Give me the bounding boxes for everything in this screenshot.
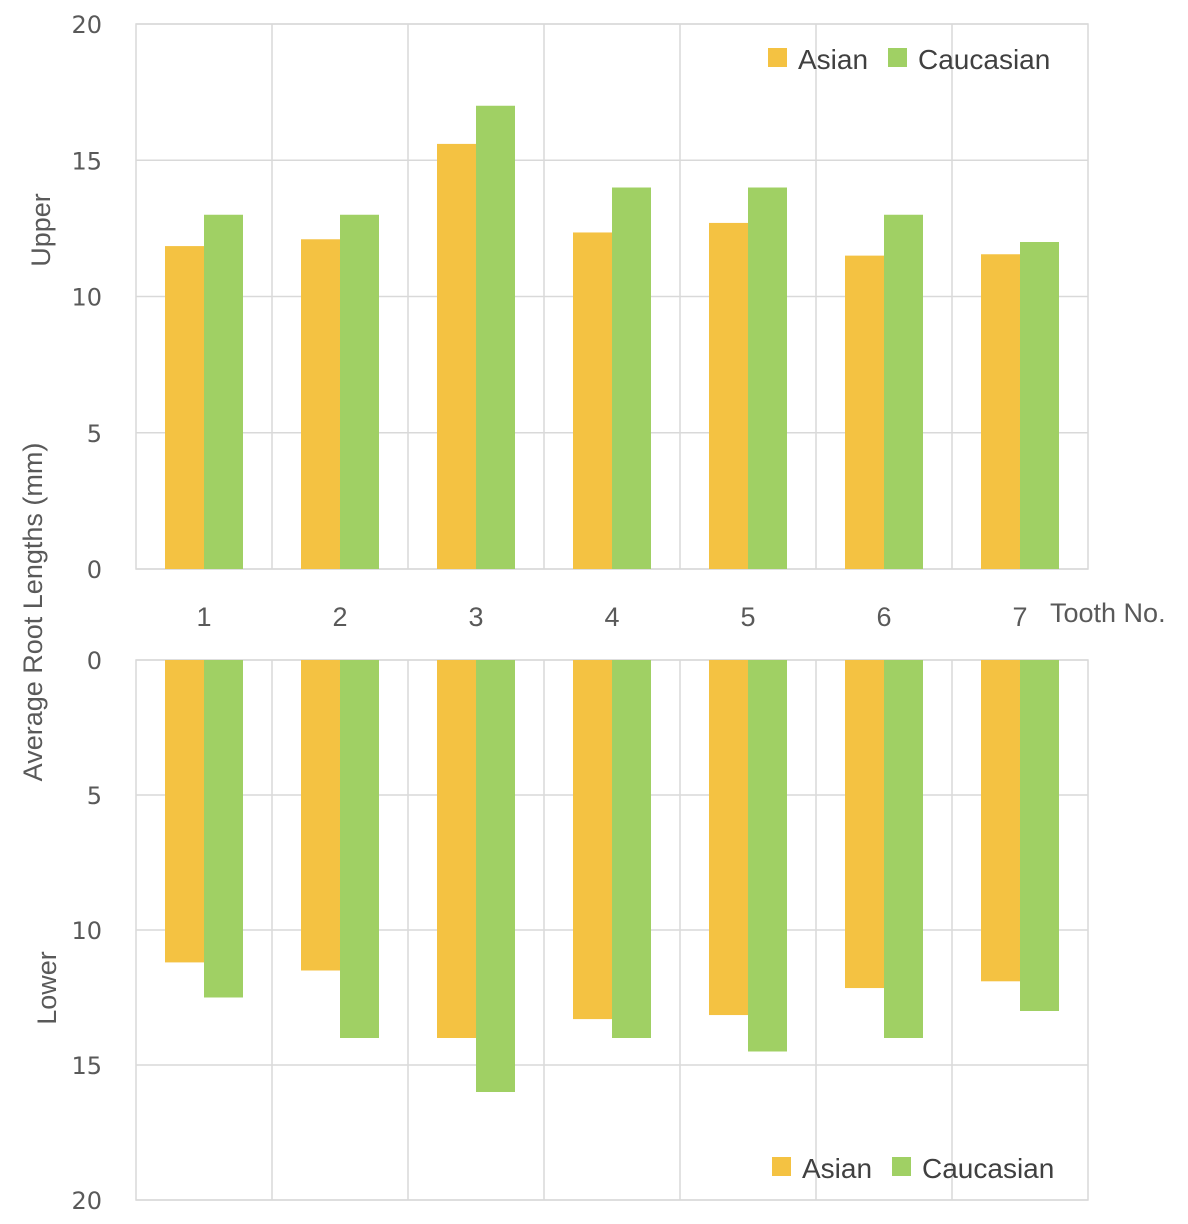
x-tick-label: 4 bbox=[604, 602, 619, 632]
x-tick-label: 5 bbox=[740, 602, 755, 632]
bar-lower-asian-1 bbox=[165, 660, 204, 963]
bar-upper-caucasian-7 bbox=[1020, 242, 1059, 569]
bar-lower-asian-7 bbox=[981, 660, 1020, 982]
lower-panel-label: Lower bbox=[32, 951, 62, 1025]
bar-upper-caucasian-4 bbox=[612, 187, 651, 569]
bar-upper-asian-5 bbox=[709, 222, 748, 570]
y-axis-title: Average Root Lengths (mm) bbox=[18, 443, 48, 782]
y-tick-label: 20 bbox=[71, 1187, 102, 1215]
bar-lower-caucasian-7 bbox=[1020, 660, 1059, 1011]
legend-swatch-asian bbox=[772, 1157, 791, 1176]
bar-lower-asian-5 bbox=[709, 660, 748, 1016]
y-tick-label: 0 bbox=[87, 647, 102, 675]
bar-lower-caucasian-6 bbox=[884, 660, 923, 1038]
legend-swatch-asian bbox=[768, 48, 787, 67]
lower-legend: Asian Caucasian bbox=[772, 1153, 1054, 1184]
bar-upper-caucasian-1 bbox=[204, 214, 243, 569]
x-tick-labels: 1 2 3 4 5 6 7 bbox=[196, 602, 1027, 632]
bar-upper-caucasian-2 bbox=[340, 214, 379, 569]
y-tick-label: 20 bbox=[71, 11, 102, 39]
bar-lower-caucasian-4 bbox=[612, 660, 651, 1038]
legend-label-caucasian: Caucasian bbox=[918, 44, 1050, 75]
x-tick-label: 1 bbox=[196, 602, 211, 632]
y-tick-label: 10 bbox=[71, 917, 102, 945]
bar-upper-asian-3 bbox=[437, 143, 476, 569]
bar-lower-asian-3 bbox=[437, 660, 476, 1038]
y-tick-label: 5 bbox=[87, 782, 102, 810]
legend-label-asian: Asian bbox=[802, 1153, 872, 1184]
y-tick-label: 15 bbox=[71, 1052, 102, 1080]
bar-upper-asian-2 bbox=[301, 239, 340, 569]
y-tick-label: 0 bbox=[87, 556, 102, 584]
bar-lower-caucasian-1 bbox=[204, 660, 243, 998]
legend-swatch-caucasian bbox=[888, 48, 907, 67]
upper-legend: Asian Caucasian bbox=[768, 44, 1050, 75]
legend-label-caucasian: Caucasian bbox=[922, 1153, 1054, 1184]
bar-lower-asian-6 bbox=[845, 660, 884, 989]
x-tick-label: 2 bbox=[332, 602, 347, 632]
y-tick-label: 10 bbox=[71, 284, 102, 312]
bar-lower-caucasian-2 bbox=[340, 660, 379, 1038]
bar-lower-asian-2 bbox=[301, 660, 340, 971]
bar-upper-asian-1 bbox=[165, 246, 204, 569]
bar-upper-asian-6 bbox=[845, 255, 884, 569]
x-tick-label: 3 bbox=[468, 602, 483, 632]
bar-upper-asian-4 bbox=[573, 232, 612, 569]
bar-lower-caucasian-5 bbox=[748, 660, 787, 1052]
upper-panel: 0 5 10 15 20 Asian Caucasian bbox=[71, 11, 1089, 584]
upper-panel-label: Upper bbox=[26, 193, 56, 267]
lower-panel: 0 5 10 15 20 Asian Caucasian bbox=[71, 647, 1089, 1215]
y-tick-label: 5 bbox=[87, 420, 102, 448]
x-tick-label: 6 bbox=[876, 602, 891, 632]
bar-lower-caucasian-3 bbox=[476, 660, 515, 1092]
bar-upper-caucasian-3 bbox=[476, 105, 515, 569]
bar-upper-caucasian-5 bbox=[748, 187, 787, 569]
legend-label-asian: Asian bbox=[798, 44, 868, 75]
bar-lower-asian-4 bbox=[573, 660, 612, 1020]
legend-swatch-caucasian bbox=[892, 1157, 911, 1176]
x-axis-title: Tooth No. bbox=[1050, 598, 1166, 628]
bar-upper-asian-7 bbox=[981, 254, 1020, 569]
x-tick-label: 7 bbox=[1012, 602, 1027, 632]
y-tick-label: 15 bbox=[71, 147, 102, 175]
bar-upper-caucasian-6 bbox=[884, 214, 923, 569]
